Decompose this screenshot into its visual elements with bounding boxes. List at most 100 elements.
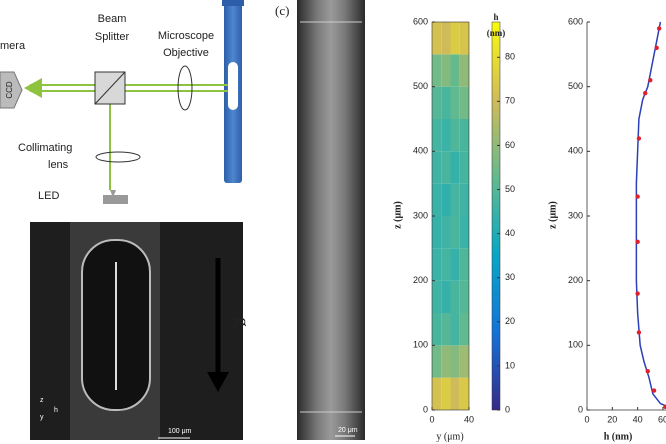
splitter-label: Beam: [98, 13, 127, 25]
profile-point: [651, 388, 657, 393]
x-tick-label: 0: [584, 414, 589, 424]
profile-point: [636, 330, 642, 335]
led-label: LED: [38, 190, 59, 202]
heatmap-cell: [450, 54, 460, 87]
colorbar-tick-label: 10: [505, 360, 515, 370]
heatmap-cell: [459, 22, 469, 55]
heatmap-cell: [450, 248, 460, 281]
camera-label: mera: [0, 40, 26, 52]
colorbar-tick-label: 40: [505, 228, 515, 238]
y-tick-label: 600: [568, 16, 583, 26]
profile-point: [654, 45, 659, 51]
heatmap-cell: [432, 216, 442, 249]
heatmap-cell: [432, 248, 442, 281]
heatmap-cell: [459, 280, 469, 313]
profile-point: [635, 291, 640, 296]
heatmap-cell: [432, 345, 442, 378]
y-tick-label: 400: [413, 146, 428, 156]
heatmap-cell: [459, 54, 469, 87]
splitter-diagonal: [94, 71, 126, 105]
heatmap-cell: [441, 22, 451, 55]
profile-point: [635, 239, 640, 245]
heatmap-cell: [432, 119, 442, 152]
x-tick-label: 60: [658, 414, 666, 424]
y-tick-label: 400: [568, 146, 583, 156]
y-tick-label: 600: [413, 16, 428, 26]
colorbar-label: (nm): [487, 28, 506, 38]
beam-arrow: [24, 78, 42, 98]
colorbar-tick-label: 0: [505, 404, 510, 414]
heatmap-cell: [450, 216, 460, 249]
objective-label: Objective: [163, 47, 209, 59]
x-tick-label: 20: [607, 414, 617, 424]
y-tick-label: 200: [568, 275, 583, 285]
heatmap-cell: [450, 280, 460, 313]
heatmap-cell: [459, 313, 469, 346]
heatmap-cell: [459, 216, 469, 249]
heatmap-cell: [441, 151, 451, 184]
heatmap-cell: [441, 313, 451, 346]
led: [103, 195, 128, 204]
profile-point: [645, 369, 650, 374]
heatmap-cell: [432, 280, 442, 313]
gravity-arrowhead: [207, 372, 229, 392]
splitter-label: Splitter: [95, 31, 130, 43]
heatmap-cell: [450, 22, 460, 55]
scale-bar-label: 20 μm: [338, 427, 358, 434]
bubble: [228, 62, 238, 110]
heatmap-cell: [459, 345, 469, 378]
colorbar-tick-label: 20: [505, 316, 515, 326]
ccd-label: CCD: [5, 81, 14, 99]
y-tick-label: 100: [568, 340, 583, 350]
heatmap-cell: [432, 377, 442, 410]
y-axis-label: z (μm): [392, 201, 403, 229]
profile-line: [635, 21, 666, 407]
profile-point: [643, 90, 648, 96]
y-axis-label: z (μm): [547, 201, 558, 229]
colorbar-tick-label: 60: [505, 140, 515, 150]
bubble-side-image: [297, 0, 365, 440]
axis-glyph: y: [40, 414, 44, 421]
camera: [0, 71, 23, 109]
collimating-label: lens: [48, 159, 69, 171]
heatmap-cell: [441, 280, 451, 313]
colorbar-tick-label: 50: [505, 184, 515, 194]
heatmap-cell: [432, 54, 442, 87]
y-tick-label: 500: [568, 81, 583, 91]
profile-point: [636, 136, 642, 141]
led-tip: [110, 190, 116, 195]
heatmap-cell: [432, 22, 442, 55]
colorbar: [491, 21, 501, 411]
x-tick-label: 40: [633, 414, 643, 424]
panel-label: (c): [275, 3, 289, 18]
heatmap-cell: [450, 119, 460, 152]
objective-lens: [177, 65, 193, 111]
colorbar-tick-label: 70: [505, 96, 515, 106]
heatmap-cell: [459, 151, 469, 184]
y-tick-label: 300: [568, 210, 583, 220]
heatmap-cell: [432, 313, 442, 346]
y-tick-label: 200: [413, 275, 428, 285]
scale-bar-label: 100 μm: [168, 428, 192, 435]
y-tick-label: 0: [578, 404, 583, 414]
colorbar-tick-label: 80: [505, 52, 515, 62]
profile-point: [648, 78, 653, 83]
heatmap-cell: [450, 313, 460, 346]
heatmap-cell: [432, 151, 442, 184]
heatmap-cell: [450, 86, 460, 119]
heatmap-cell: [441, 54, 451, 87]
x-tick-label: 40: [464, 414, 474, 424]
x-axis-label: y (μm): [436, 431, 463, 442]
heatmap-cell: [441, 248, 451, 281]
heatmap-cell: [459, 119, 469, 152]
heatmap-cell: [441, 377, 451, 410]
profile-point: [635, 194, 640, 199]
heatmap-cell: [441, 119, 451, 152]
heatmap-cell: [450, 183, 460, 216]
heatmap-cell: [450, 345, 460, 378]
heatmap-cell: [459, 248, 469, 281]
y-tick-label: 500: [413, 81, 428, 91]
heatmap-cell: [441, 345, 451, 378]
heatmap-cell: [432, 183, 442, 216]
